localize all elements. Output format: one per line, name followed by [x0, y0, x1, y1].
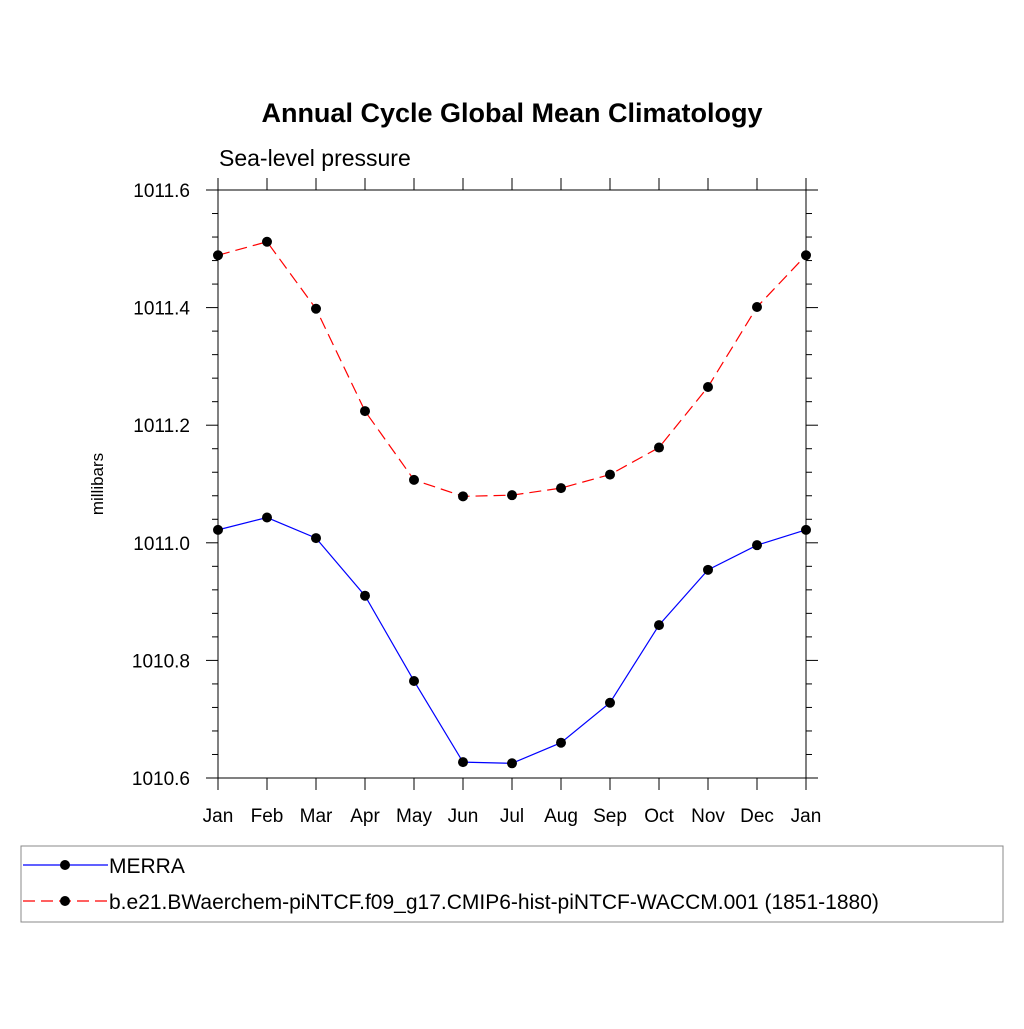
x-tick-label: Jun — [448, 806, 479, 827]
chart-title: Annual Cycle Global Mean Climatology — [261, 98, 762, 128]
data-point — [801, 250, 811, 261]
legend-box — [20, 845, 1004, 923]
data-point — [360, 590, 370, 601]
data-point — [409, 675, 419, 686]
legend-label: MERRA — [109, 855, 185, 878]
legend-marker — [60, 896, 70, 906]
data-point — [605, 469, 615, 480]
series-line — [217, 516, 807, 764]
data-point — [605, 697, 615, 708]
x-tick-label: Jul — [500, 806, 524, 827]
x-tick-label: Nov — [691, 806, 725, 827]
data-point — [556, 737, 566, 748]
axes: 1010.6 1010.8 1011.0 1011.2 1011.4 1011.6 Jan F… — [132, 178, 821, 827]
data-point — [213, 250, 223, 261]
y-tick-label: 1011.6 — [133, 181, 190, 202]
legend-marker — [60, 860, 70, 870]
plot-frame — [217, 189, 807, 779]
x-tick-label: May — [396, 806, 432, 827]
data-point — [752, 540, 762, 551]
data-point — [360, 406, 370, 417]
data-point — [703, 564, 713, 575]
data-point — [801, 524, 811, 535]
x-tick-label: Jan — [791, 806, 822, 827]
x-tick-label: Feb — [251, 806, 284, 827]
data-point — [311, 303, 321, 314]
data-point — [556, 483, 566, 494]
data-point — [703, 381, 713, 392]
x-tick-label: Oct — [644, 806, 674, 827]
series-layer — [213, 236, 811, 769]
x-tick-label: Apr — [350, 806, 380, 827]
y-tick-label: 1011.4 — [133, 299, 190, 320]
x-tick-label: Mar — [300, 806, 333, 827]
legend-label: b.e21.BWaerchem-piNTCF.f09_g17.CMIP6-his… — [109, 891, 879, 914]
y-tick-label: 1011.0 — [133, 534, 190, 555]
x-tick-label: Dec — [740, 806, 774, 827]
series-2 — [213, 236, 811, 502]
chart-subtitle: Sea-level pressure — [219, 145, 411, 171]
data-point — [458, 757, 468, 768]
data-point — [311, 533, 321, 544]
data-point — [458, 491, 468, 502]
y-axis-label: millibars — [88, 453, 107, 515]
data-point — [262, 512, 272, 523]
series-line — [217, 241, 807, 497]
series-1 — [213, 512, 811, 769]
data-point — [262, 236, 272, 247]
x-tick-label: Sep — [593, 806, 627, 827]
data-point — [409, 474, 419, 485]
x-tick-label: Aug — [544, 806, 578, 827]
data-point — [507, 758, 517, 769]
data-point — [213, 524, 223, 535]
legend: MERRA b.e21.BWaerchem-piNTCF.f09_g17.CMIP… — [20, 845, 1004, 923]
y-tick-label: 1011.2 — [133, 416, 190, 437]
data-point — [654, 442, 664, 453]
data-point — [654, 620, 664, 631]
x-tick-label: Jan — [203, 806, 234, 827]
data-point — [507, 490, 517, 501]
y-tick-label: 1010.6 — [132, 769, 190, 790]
y-tick-label: 1010.8 — [132, 651, 190, 672]
data-point — [752, 302, 762, 313]
